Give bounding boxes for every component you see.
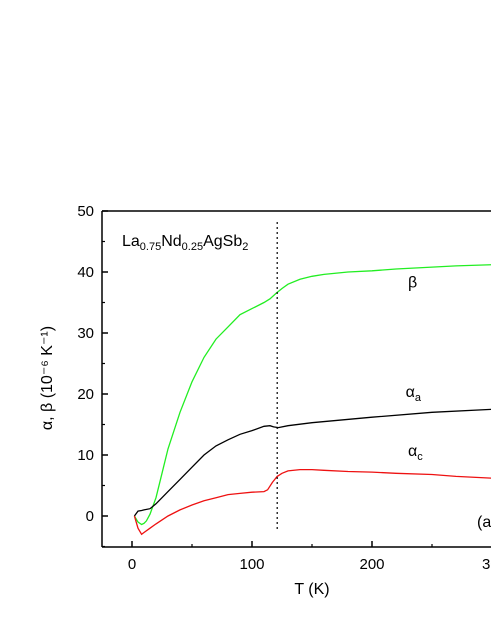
- curve-label-1: αa: [406, 384, 422, 404]
- sample-label: La0.75Nd0.25AgSb2: [122, 233, 248, 253]
- series-layer: [133, 222, 491, 536]
- curve-label-2: αc: [408, 443, 423, 463]
- axes-layer: 0 10 20 30 40 50 0 100 200 30: [77, 203, 491, 573]
- curve-label-0: β: [408, 274, 417, 291]
- x-axis-title: T (K): [294, 581, 329, 598]
- x-tick-label: 200: [359, 556, 384, 573]
- y-tick-label: 20: [77, 386, 94, 403]
- series-line-1: [133, 408, 491, 517]
- series-line-2: [133, 468, 491, 536]
- y-axis-title: α, β (10⁻⁶ K⁻¹): [39, 326, 56, 430]
- y-tick-label: 10: [77, 447, 94, 464]
- x-tick-label: 100: [239, 556, 264, 573]
- x-tick-label: 30: [482, 556, 491, 573]
- x-tick-label: 0: [128, 556, 136, 573]
- y-tick-label: 30: [77, 325, 94, 342]
- y-tick-label: 0: [86, 508, 94, 525]
- curve-label-layer: β αa αc: [406, 274, 424, 463]
- series-line-0: [133, 264, 491, 526]
- y-tick-label: 40: [77, 264, 94, 281]
- y-tick-label: 50: [77, 203, 94, 220]
- panel-label: (a: [477, 514, 491, 531]
